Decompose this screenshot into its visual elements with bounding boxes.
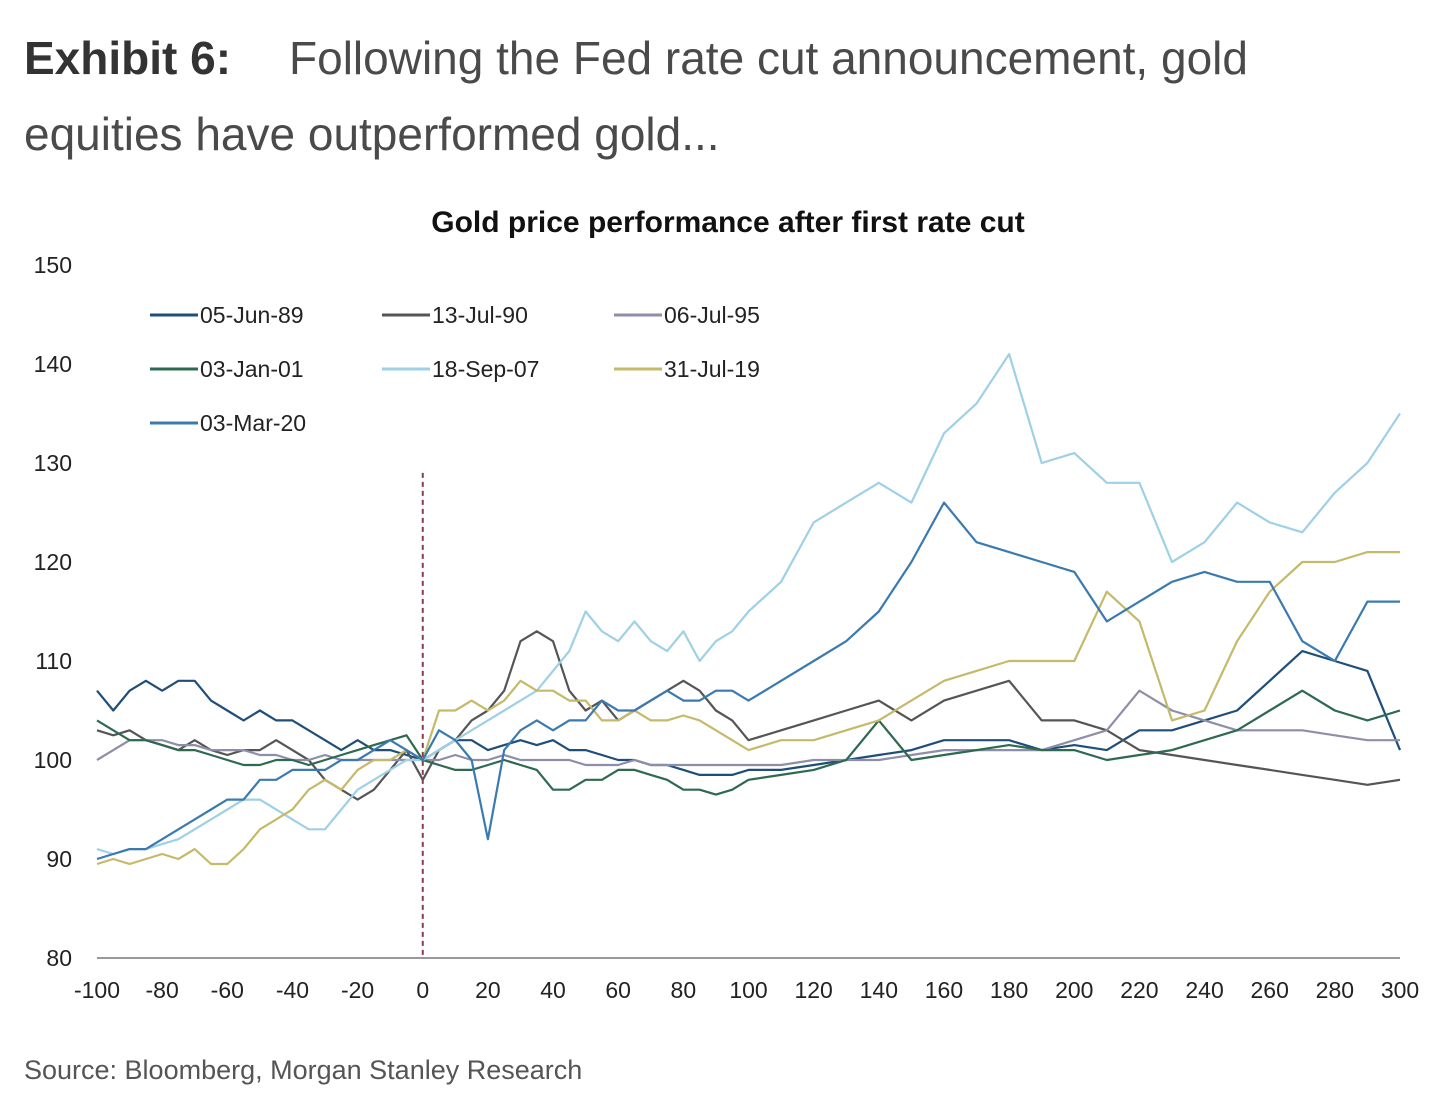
series-line-1 [96,630,1401,801]
x-tick-label: 300 [1381,977,1419,1003]
chart-title: Gold price performance after first rate … [431,206,1025,239]
legend-label-3: 03-Jan-01 [200,356,304,382]
x-tick-label: 260 [1251,977,1289,1003]
x-tick-label: 60 [605,977,631,1003]
x-tick-label: 160 [925,977,963,1003]
x-tick-label: 0 [416,977,429,1003]
exhibit-title: Exhibit 6: Following the Fed rate cut ann… [24,20,1414,172]
exhibit-title-text: Following the Fed rate cut announcement,… [24,32,1248,160]
exhibit-label: Exhibit 6: [24,32,232,84]
y-tick-label: 90 [46,846,72,872]
gold-price-chart: Gold price performance after first rate … [34,206,1420,1003]
x-tick-label: 120 [794,977,832,1003]
x-tick-label: 200 [1055,977,1093,1003]
x-tick-label: 220 [1120,977,1158,1003]
y-tick-label: 140 [34,351,72,377]
legend-label-1: 13-Jul-90 [432,302,528,328]
legend-label-6: 03-Mar-20 [200,410,306,436]
x-tick-label: 100 [729,977,767,1003]
x-tick-label: -60 [211,977,244,1003]
y-tick-label: 150 [34,252,72,278]
x-tick-label: -20 [341,977,374,1003]
x-tick-label: 40 [540,977,566,1003]
x-tick-label: 180 [990,977,1028,1003]
series-line-4 [96,353,1401,856]
source-note: Source: Bloomberg, Morgan Stanley Resear… [24,1055,583,1085]
legend-label-5: 31-Jul-19 [664,356,760,382]
y-tick-label: 100 [34,747,72,773]
y-tick-label: 120 [34,549,72,575]
x-tick-label: -80 [146,977,179,1003]
x-tick-label: 280 [1316,977,1354,1003]
x-tick-label: -100 [74,977,120,1003]
x-tick-label: -40 [276,977,309,1003]
x-tick-label: 20 [475,977,501,1003]
legend: 05-Jun-89 13-Jul-90 06-Jul-95 03-Jan-01 18-S… [150,302,760,436]
y-tick-label: 110 [35,648,72,674]
y-tick-label: 130 [34,450,72,476]
series-line-0 [96,650,1402,777]
series-line-5 [96,551,1400,866]
legend-label-4: 18-Sep-07 [432,356,539,382]
y-axis-ticks: 80 90 100 110 120 130 140 150 [34,252,72,971]
x-tick-label: 80 [671,977,697,1003]
series-line-3 [96,689,1401,796]
legend-label-0: 05-Jun-89 [200,302,304,328]
series-line-2 [96,689,1400,767]
x-tick-label: 240 [1185,977,1223,1003]
y-tick-label: 80 [46,945,72,971]
series-line-6 [96,501,1400,861]
x-tick-label: 140 [860,977,898,1003]
plot-lines [96,353,1402,866]
x-axis-ticks: -100 -80 -60 -40 -20 0 20 40 60 80 100 120 140 160 180… [74,977,1419,1003]
legend-label-2: 06-Jul-95 [664,302,760,328]
